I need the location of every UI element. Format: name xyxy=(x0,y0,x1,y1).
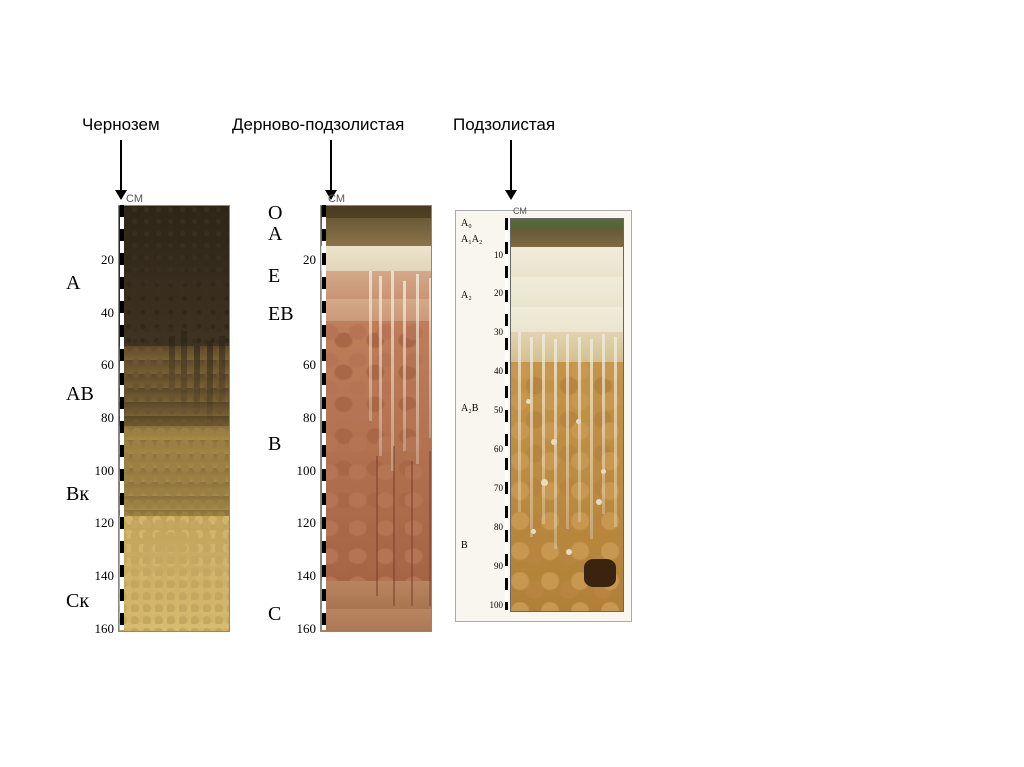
horizon-label: Вк xyxy=(66,483,89,506)
scale-tick: 140 xyxy=(90,568,114,584)
scale-tick: 100 xyxy=(90,463,114,479)
horizon-label: A xyxy=(66,272,80,295)
soil-crack xyxy=(393,446,395,606)
scale-tick: 80 xyxy=(292,410,316,426)
soil-streak xyxy=(369,271,372,421)
soil-streak xyxy=(416,274,419,464)
soil-layer xyxy=(321,218,431,246)
soil-streak xyxy=(542,334,545,524)
soil-streak xyxy=(219,336,225,411)
scale-tick: 20 xyxy=(487,288,503,298)
horizon-label: B xyxy=(461,540,468,551)
scale-tick: 60 xyxy=(90,357,114,373)
soil-crack xyxy=(376,456,378,596)
soil-column-sod-podzolic xyxy=(320,205,432,632)
scale-tick: 120 xyxy=(90,515,114,531)
horizon-label: E xyxy=(268,265,280,288)
scale-tick: 160 xyxy=(90,621,114,637)
soil-layer xyxy=(321,271,431,321)
soil-streak xyxy=(379,276,382,456)
soil-layer xyxy=(119,206,229,346)
horizon-label: EB xyxy=(268,303,294,326)
soil-streak xyxy=(614,337,617,527)
horizon-label: A₀ xyxy=(461,218,472,229)
scale-tick: 60 xyxy=(487,444,503,454)
ruler-1 xyxy=(120,205,124,630)
cm-label-3: СМ xyxy=(513,206,527,216)
scale-tick: 10 xyxy=(487,250,503,260)
soil-nodule xyxy=(576,419,581,424)
arrow-chernozem xyxy=(120,140,122,192)
soil-nodule xyxy=(526,399,531,404)
scale-tick: 60 xyxy=(292,357,316,373)
soil-streak xyxy=(391,271,394,471)
soil-nodule xyxy=(551,439,557,445)
soil-layer xyxy=(119,426,229,516)
soil-column-chernozem xyxy=(118,205,230,632)
soil-streak xyxy=(207,341,213,431)
soil-streak xyxy=(181,331,187,411)
soil-streak xyxy=(566,334,569,529)
soil-streak xyxy=(530,337,533,537)
scale-tick: 140 xyxy=(292,568,316,584)
horizon-label: Ск xyxy=(66,590,89,613)
soil-inclusion xyxy=(431,401,432,429)
scale-tick: 120 xyxy=(292,515,316,531)
scale-tick: 80 xyxy=(90,410,114,426)
soil-streak xyxy=(518,332,521,512)
soil-layer xyxy=(511,229,623,247)
soil-nodule xyxy=(531,529,536,534)
cm-label-1: СМ xyxy=(126,193,143,205)
soil-streak xyxy=(578,337,581,522)
scale-tick: 30 xyxy=(487,327,503,337)
soil-nodule xyxy=(596,499,602,505)
soil-streak xyxy=(403,281,406,451)
scale-tick: 100 xyxy=(292,463,316,479)
soil-streak xyxy=(194,346,200,416)
horizon-label: A₁A₂ xyxy=(461,234,482,245)
ruler-2 xyxy=(322,205,326,630)
horizon-label: C xyxy=(268,603,281,626)
scale-tick: 90 xyxy=(487,561,503,571)
scale-tick: 100 xyxy=(487,600,503,610)
ruler-3 xyxy=(505,218,508,610)
horizon-label: A₂B xyxy=(461,403,478,414)
soil-streak xyxy=(590,339,593,539)
horizon-label: O xyxy=(268,202,282,225)
horizon-label: A xyxy=(268,223,282,246)
arrow-podzolic xyxy=(510,140,512,192)
horizon-label: AB xyxy=(66,383,94,406)
soil-streak xyxy=(602,334,605,514)
title-chernozem: Чернозем xyxy=(82,115,160,135)
soil-nodule xyxy=(541,479,548,486)
horizon-label: A₂ xyxy=(461,290,472,301)
cm-label-2: СМ xyxy=(328,193,345,205)
soil-nodule xyxy=(601,469,606,474)
scale-tick: 50 xyxy=(487,405,503,415)
arrow-sod-podzolic xyxy=(330,140,332,192)
soil-crack xyxy=(429,451,431,606)
soil-inclusion xyxy=(584,559,616,587)
soil-crack xyxy=(411,461,413,606)
soil-layer xyxy=(321,246,431,271)
scale-tick: 160 xyxy=(292,621,316,637)
soil-layer xyxy=(119,516,229,631)
soil-layer xyxy=(321,206,431,218)
scale-tick: 20 xyxy=(90,252,114,268)
scale-tick: 20 xyxy=(292,252,316,268)
horizon-label: B xyxy=(268,433,281,456)
soil-column-podzolic xyxy=(510,218,624,612)
scale-tick: 40 xyxy=(90,305,114,321)
scale-tick: 40 xyxy=(487,366,503,376)
soil-streak xyxy=(169,336,175,396)
soil-layer xyxy=(511,219,623,229)
scale-tick: 80 xyxy=(487,522,503,532)
soil-nodule xyxy=(566,549,572,555)
title-sod-podzolic: Дерново-подзолистая xyxy=(232,115,404,135)
title-podzolic: Подзолистая xyxy=(453,115,555,135)
soil-layer xyxy=(511,247,623,332)
scale-tick: 70 xyxy=(487,483,503,493)
